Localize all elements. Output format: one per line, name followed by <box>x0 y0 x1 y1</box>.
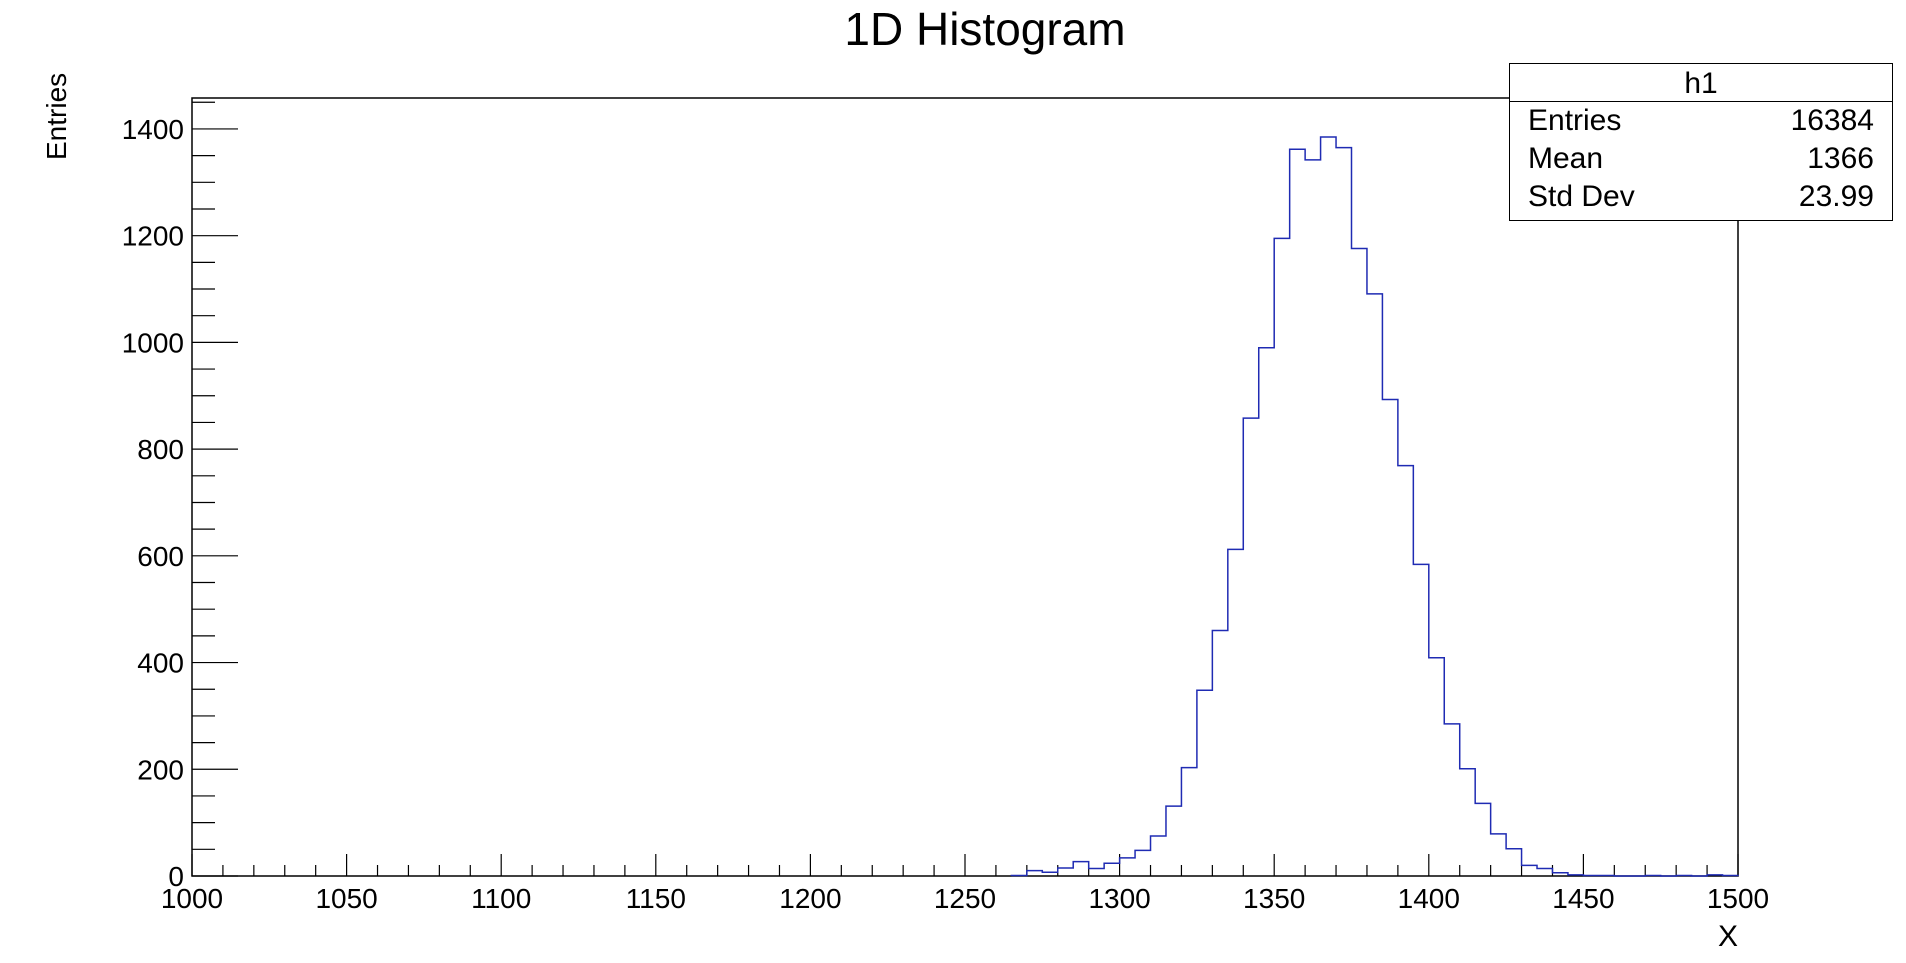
histogram-series <box>1010 136 1739 877</box>
stats-row-stddev: Std Dev 23.99 <box>1510 178 1892 216</box>
y-tick-label: 1200 <box>122 221 184 252</box>
y-tick-label: 1400 <box>122 114 184 145</box>
y-axis-label: Entries <box>41 73 72 160</box>
x-tick-label: 1100 <box>471 883 531 914</box>
x-tick-label: 1450 <box>1552 883 1614 914</box>
x-axis: 1000 1050 1100 1150 1200 1250 1300 1350 1400 1450… <box>161 854 1769 914</box>
x-tick-label: 1400 <box>1398 883 1460 914</box>
plot-frame <box>191 97 1739 877</box>
stats-label: Mean <box>1528 142 1604 175</box>
stats-label: Std Dev <box>1528 180 1635 213</box>
x-tick-label: 1050 <box>315 883 377 914</box>
x-tick-label: 1350 <box>1243 883 1305 914</box>
x-tick-label: 1200 <box>779 883 841 914</box>
y-tick-label: 1000 <box>122 327 184 358</box>
chart-title: 1D Histogram <box>844 3 1125 55</box>
x-axis-label: X <box>1718 920 1738 953</box>
stats-value: 16384 <box>1790 104 1874 137</box>
x-tick-label: 1000 <box>161 883 223 914</box>
stats-row-mean: Mean 1366 <box>1510 140 1892 178</box>
stats-value: 23.99 <box>1798 180 1874 213</box>
y-tick-label: 600 <box>137 541 184 572</box>
x-tick-label: 1150 <box>626 883 686 914</box>
stats-title: h1 <box>1510 64 1892 102</box>
stats-label: Entries <box>1528 104 1622 137</box>
y-tick-label: 400 <box>137 648 184 679</box>
y-tick-label: 0 <box>168 861 184 892</box>
x-tick-label: 1250 <box>934 883 996 914</box>
x-tick-label: 1500 <box>1707 883 1769 914</box>
stats-row-entries: Entries 16384 <box>1510 102 1892 140</box>
stats-box: h1 Entries 16384 Mean 1366 Std Dev 23.99 <box>1509 63 1893 221</box>
y-axis: 0 200 400 600 800 1000 1200 1400 <box>122 101 238 892</box>
x-tick-label: 1300 <box>1088 883 1150 914</box>
y-tick-label: 800 <box>137 434 184 465</box>
stats-value: 1366 <box>1807 142 1874 175</box>
y-tick-label: 200 <box>137 754 184 785</box>
